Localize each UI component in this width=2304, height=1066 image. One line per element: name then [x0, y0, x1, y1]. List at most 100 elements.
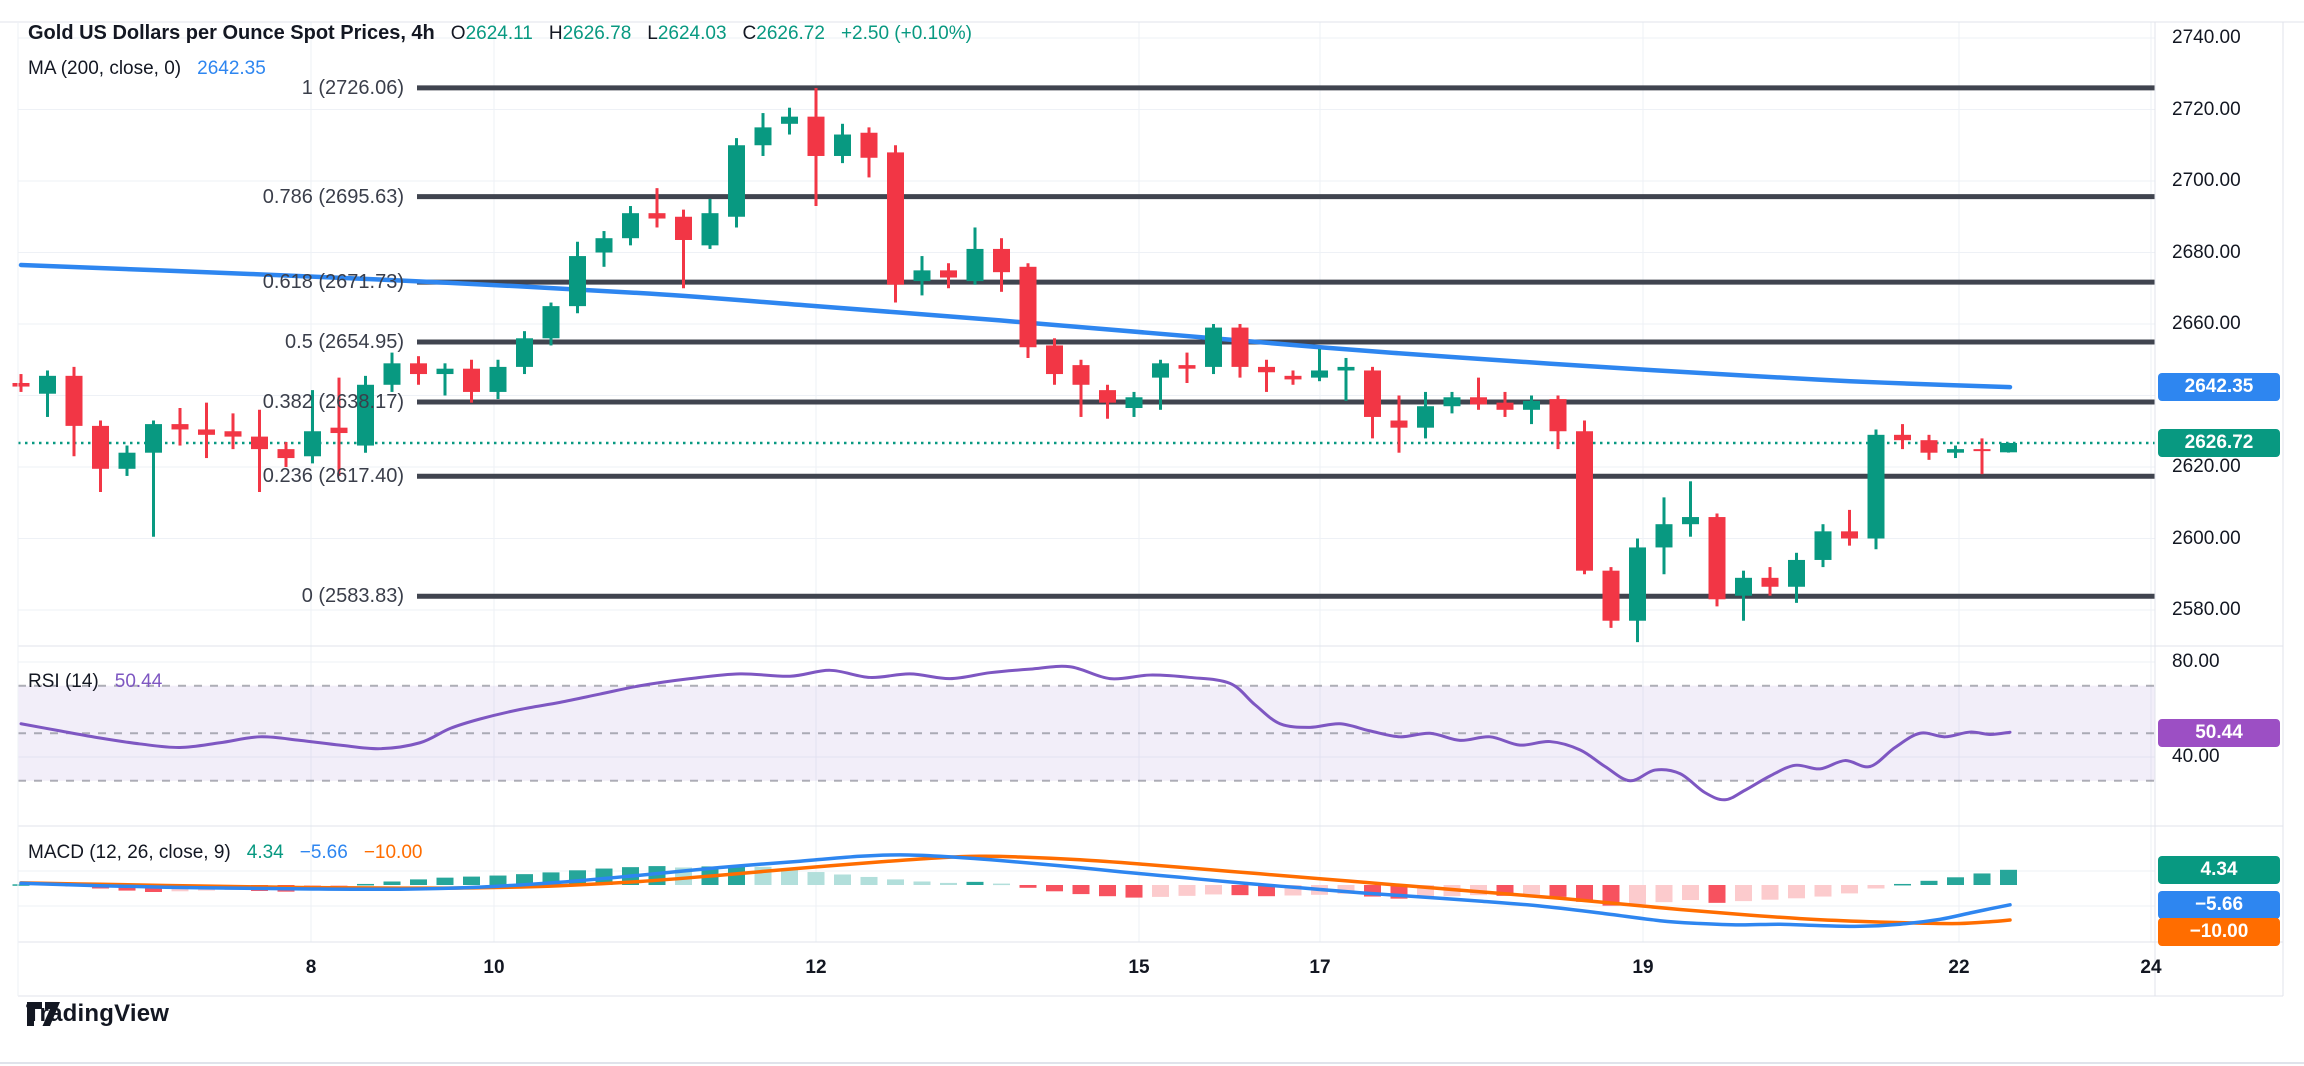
macd-hist-bar: [834, 874, 851, 885]
time-axis-label: 15: [1128, 957, 1150, 978]
macd-line-badge: −5.66: [2158, 891, 2280, 919]
macd-hist-bar: [1099, 885, 1116, 897]
candle-body: [463, 368, 480, 392]
price-axis-label: 2720.00: [2172, 98, 2241, 120]
macd-hist-bar: [357, 883, 374, 886]
price-axis-label: 2660.00: [2172, 313, 2241, 334]
chart-legend[interactable]: Gold US Dollars per Ounce Spot Prices, 4…: [28, 22, 972, 45]
candle-body: [1602, 570, 1620, 621]
candle-body: [1099, 390, 1116, 403]
macd-hist-bar: [1708, 885, 1726, 903]
candle-body: [1284, 375, 1302, 380]
tradingview-icon: [27, 1002, 60, 1026]
ma-label: MA (200, close, 0): [28, 58, 182, 79]
fib-label: 0.236 (2617.40): [262, 465, 404, 488]
candle-body: [12, 382, 30, 387]
candle-body: [648, 213, 666, 219]
close-label: C: [742, 22, 757, 44]
candle-body: [1629, 547, 1646, 621]
candle-body: [860, 132, 878, 158]
candle-body: [1311, 370, 1328, 378]
macd-hist-bar: [489, 875, 507, 885]
macd-hist-bar: [12, 884, 30, 886]
candle-body: [966, 248, 984, 282]
candle-body: [701, 213, 719, 246]
rsi-value-badge: 50.44: [2158, 719, 2280, 747]
price-axis-label: 2580.00: [2172, 599, 2241, 620]
symbol-title: Gold US Dollars per Ounce Spot Prices, 4…: [28, 22, 435, 44]
macd-hist-bar: [1602, 885, 1620, 906]
close-value: 2626.72: [756, 22, 825, 44]
candle-body: [1576, 431, 1593, 571]
macd-line-value: −5.66: [299, 842, 348, 863]
rsi-axis-label: 80.00: [2172, 651, 2220, 672]
candle-body: [92, 425, 109, 469]
candle-body: [595, 238, 613, 253]
candle-body: [834, 134, 851, 156]
tradingview-logo-link[interactable]: TradingView: [26, 1000, 169, 1028]
price-axis-label: 2700.00: [2172, 170, 2241, 191]
macd-hist-bar: [807, 872, 825, 885]
candle-body: [993, 248, 1010, 273]
candle-body: [1258, 366, 1275, 373]
rsi-label: RSI (14): [28, 671, 99, 692]
macd-signal-value: −10.00: [363, 842, 423, 863]
candle-body: [1894, 434, 1911, 441]
macd-hist-bar: [1894, 883, 1911, 886]
candle-body: [383, 363, 401, 385]
fib-label: 0.786 (2695.63): [262, 185, 404, 208]
candle-body: [1337, 366, 1355, 371]
macd-hist-bar: [1125, 885, 1143, 898]
macd-hist-bar: [1152, 885, 1169, 897]
candle-body: [1735, 577, 1752, 596]
rsi-line: [19, 664, 2012, 802]
candle-body: [224, 431, 242, 437]
fib-label: 0 (2583.83): [301, 585, 404, 608]
candle-body: [516, 338, 533, 367]
macd-hist-bar: [860, 876, 878, 885]
macd-hist-bar: [1841, 885, 1858, 894]
macd-hist-bar: [1682, 885, 1699, 901]
macd-hist-bar: [1761, 885, 1779, 900]
ma-legend[interactable]: MA (200, close, 0) 2642.35: [28, 58, 266, 80]
price-axis-label: 2740.00: [2172, 27, 2241, 48]
macd-legend[interactable]: MACD (12, 26, close, 9) 4.34 −5.66 −10.0…: [28, 842, 422, 864]
candle-body: [1046, 345, 1063, 375]
candle-body: [1152, 363, 1169, 378]
price-axis-label: 2680.00: [2172, 241, 2241, 263]
candle-body: [1390, 420, 1408, 428]
macd-hist-bar: [1814, 885, 1832, 897]
candle-body: [887, 152, 904, 285]
macd-hist-badge: 4.34: [2158, 856, 2280, 884]
candle-body: [1788, 559, 1805, 587]
ohlc-low: L2624.03: [647, 23, 726, 45]
candle-body: [1549, 399, 1567, 432]
macd-hist-bar: [1920, 880, 1938, 885]
macd-hist-bar: [330, 885, 348, 888]
candle-body: [1125, 397, 1143, 409]
macd-hist-bar: [1496, 885, 1514, 896]
macd-hist-bar: [1655, 885, 1673, 903]
candle-body: [330, 427, 348, 434]
ma-price-badge: 2642.35: [2158, 373, 2280, 401]
macd-hist-bar: [1205, 885, 1222, 895]
macd-hist-value: 4.34: [246, 842, 284, 863]
macd-hist-bar: [1019, 885, 1037, 888]
rsi-legend[interactable]: RSI (14) 50.44: [28, 671, 162, 693]
low-label: L: [647, 22, 658, 44]
candle-body: [251, 436, 268, 450]
macd-hist-bar: [1364, 885, 1381, 897]
rsi-axis-label: 40.00: [2172, 746, 2220, 767]
candle-body: [277, 449, 295, 459]
macd-label: MACD (12, 26, close, 9): [28, 842, 231, 863]
change-value: +2.50 (+0.10%): [840, 22, 972, 44]
candle-body: [1761, 577, 1779, 587]
candle-body: [357, 384, 374, 446]
candle-body: [569, 256, 586, 307]
time-axis-label: 22: [1948, 957, 1970, 978]
candle-body: [1708, 517, 1726, 600]
macd-hist-bar: [1867, 885, 1885, 889]
candle-body: [39, 375, 56, 394]
macd-hist-bar: [940, 882, 957, 885]
